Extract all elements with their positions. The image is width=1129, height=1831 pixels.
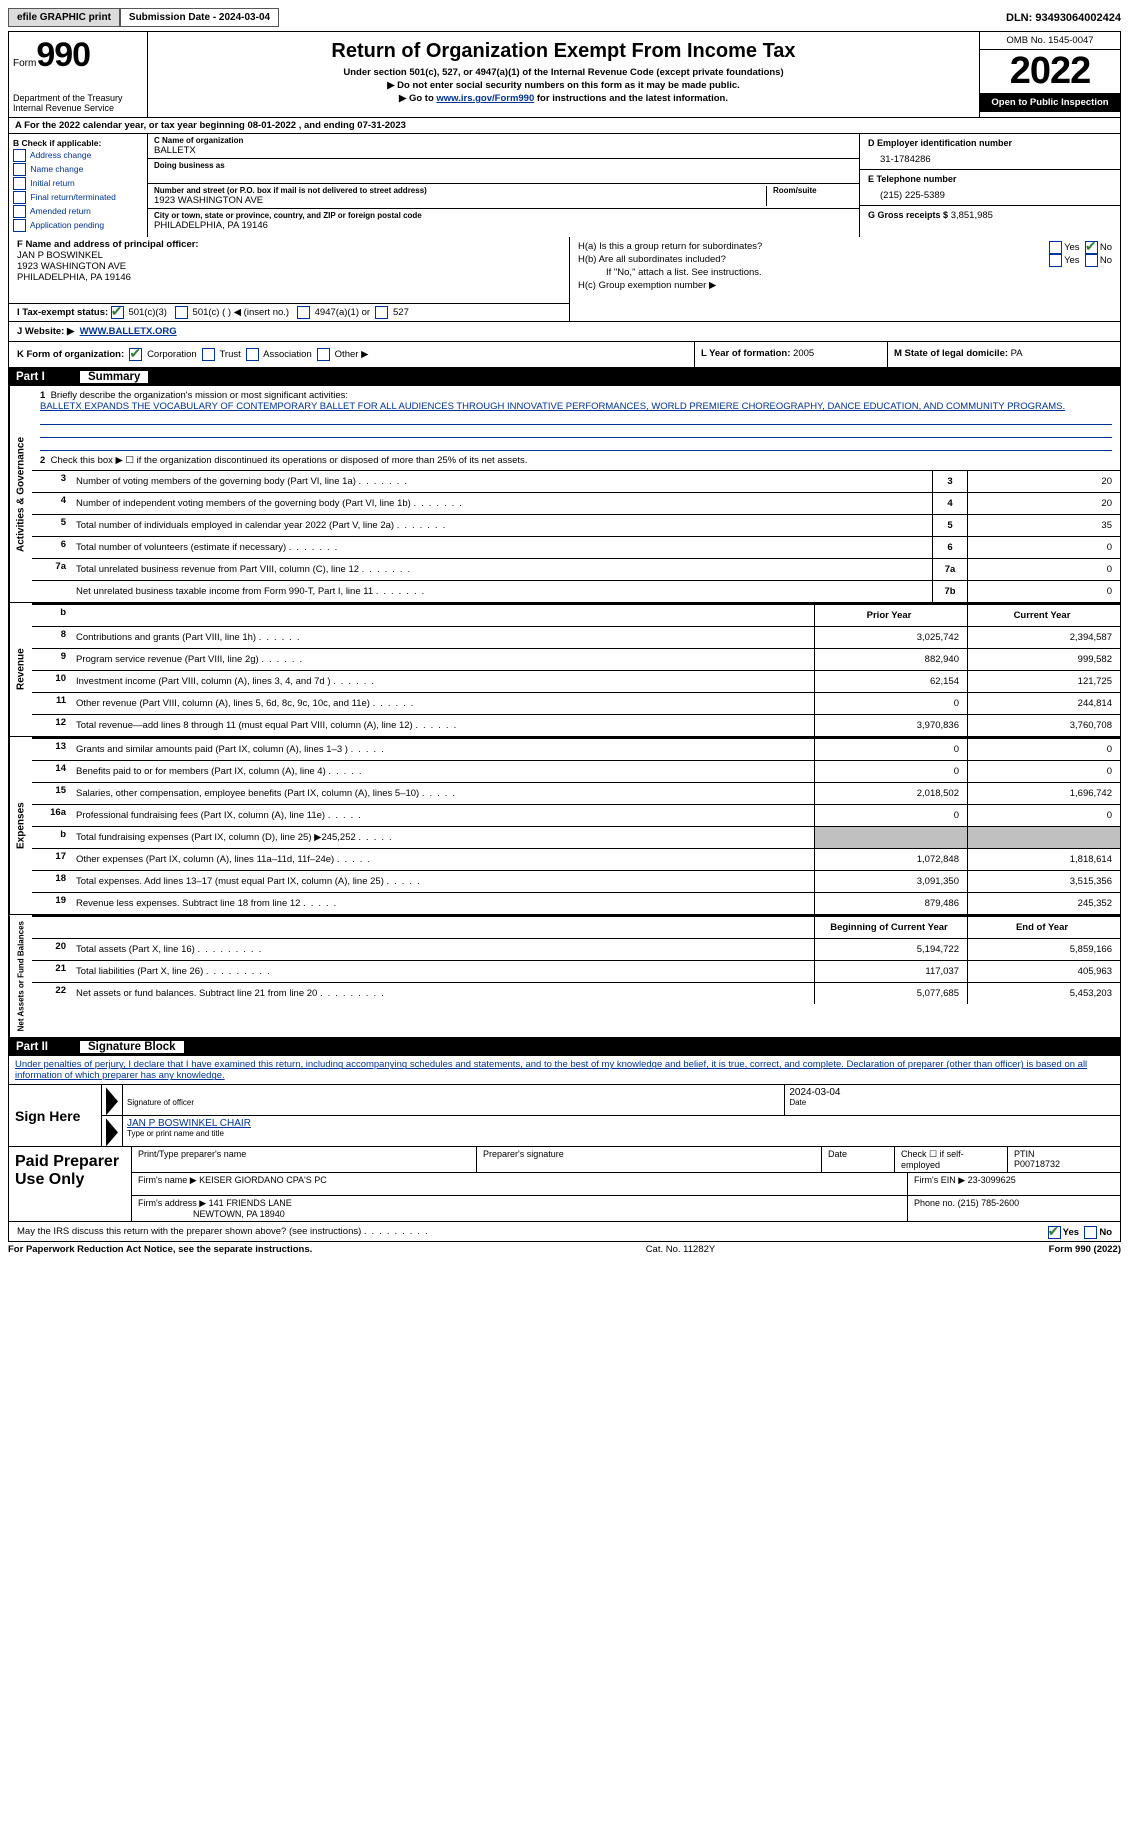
part-1-header: Part I Summary — [8, 368, 1121, 386]
cb-hb-no[interactable] — [1085, 254, 1098, 267]
top-bar: efile GRAPHIC print Submission Date - 20… — [8, 8, 1121, 27]
cb-initial-return[interactable] — [13, 177, 26, 190]
open-to-public: Open to Public Inspection — [980, 93, 1120, 112]
sign-here-block: Sign Here Signature of officer 2024-03-0… — [8, 1085, 1121, 1147]
cb-discuss-no[interactable] — [1084, 1226, 1097, 1239]
cb-corp[interactable] — [129, 348, 142, 361]
firm-name: KEISER GIORDANO CPA'S PC — [199, 1175, 327, 1185]
ein: 31-1784286 — [868, 154, 1112, 165]
cb-amended[interactable] — [13, 205, 26, 218]
part-2-header: Part II Signature Block — [8, 1038, 1121, 1056]
table-net-assets: Beginning of Current YearEnd of Year20To… — [32, 915, 1120, 1004]
subtitle-1: Under section 501(c), 527, or 4947(a)(1)… — [156, 67, 971, 78]
box-b: B Check if applicable: Address change Na… — [9, 134, 147, 237]
form-title: Return of Organization Exempt From Incom… — [156, 40, 971, 63]
gross-receipts: 3,851,985 — [951, 210, 993, 221]
cb-4947[interactable] — [297, 306, 310, 319]
state-domicile: PA — [1011, 348, 1023, 359]
table-activities: 3Number of voting members of the governi… — [32, 470, 1120, 602]
mission-statement: BALLETX EXPANDS THE VOCABULARY OF CONTEM… — [40, 401, 1065, 412]
line-a: A For the 2022 calendar year, or tax yea… — [8, 118, 1121, 134]
officer-name: JAN P BOSWINKEL — [17, 250, 103, 261]
officer-printed: JAN P BOSWINKEL CHAIR — [127, 1118, 1116, 1129]
org-city: PHILADELPHIA, PA 19146 — [154, 220, 853, 231]
dln: DLN: 93493064002424 — [1006, 12, 1121, 24]
org-street: 1923 WASHINGTON AVE — [154, 195, 766, 206]
efile-print-button[interactable]: efile GRAPHIC print — [8, 8, 120, 27]
firm-ein: 23-3099625 — [968, 1175, 1016, 1185]
goto-pre: ▶ Go to — [399, 93, 436, 104]
cb-trust[interactable] — [202, 348, 215, 361]
cb-assoc[interactable] — [246, 348, 259, 361]
cb-other[interactable] — [317, 348, 330, 361]
omb-number: OMB No. 1545-0047 — [980, 32, 1120, 50]
year-formation: 2005 — [793, 348, 814, 359]
cb-hb-yes[interactable] — [1049, 254, 1062, 267]
ptin: P00718732 — [1014, 1159, 1060, 1169]
tax-year: 2022 — [980, 50, 1120, 93]
irs-link[interactable]: www.irs.gov/Form990 — [436, 93, 534, 104]
officer-addr1: 1923 WASHINGTON AVE — [17, 261, 126, 272]
cb-discuss-yes[interactable] — [1048, 1226, 1061, 1239]
cb-address-change[interactable] — [13, 149, 26, 162]
arrow-icon — [106, 1118, 118, 1146]
website-link[interactable]: WWW.BALLETX.ORG — [80, 326, 177, 337]
cb-ha-no[interactable] — [1085, 241, 1098, 254]
cb-527[interactable] — [375, 306, 388, 319]
cb-final-return[interactable] — [13, 191, 26, 204]
goto-post: for instructions and the latest informat… — [534, 93, 728, 104]
cb-ha-yes[interactable] — [1049, 241, 1062, 254]
boxes-deg: D Employer identification number 31-1784… — [859, 134, 1120, 237]
subtitle-2: ▶ Do not enter social security numbers o… — [156, 80, 971, 91]
form-number: 990 — [36, 36, 90, 74]
phone: (215) 225-5389 — [868, 190, 1112, 201]
vtab-activities: Activities & Governance — [9, 386, 32, 602]
box-c: C Name of organization BALLETX Doing bus… — [147, 134, 859, 237]
page-footer: For Paperwork Reduction Act Notice, see … — [8, 1242, 1121, 1257]
sig-date: 2024-03-04 — [789, 1087, 1116, 1098]
irs-discuss: May the IRS discuss this return with the… — [8, 1222, 1121, 1242]
cb-501c[interactable] — [175, 306, 188, 319]
cb-501c3[interactable] — [111, 306, 124, 319]
table-revenue: bPrior YearCurrent Year8Contributions an… — [32, 603, 1120, 736]
officer-addr2: PHILADELPHIA, PA 19146 — [17, 272, 131, 283]
arrow-icon — [106, 1087, 118, 1115]
firm-phone: (215) 785-2600 — [958, 1198, 1020, 1208]
vtab-expenses: Expenses — [9, 737, 32, 914]
dept-treasury: Department of the Treasury Internal Reve… — [13, 93, 143, 113]
vtab-net-assets: Net Assets or Fund Balances — [9, 915, 32, 1037]
form-word: Form — [13, 58, 36, 69]
submission-date: Submission Date - 2024-03-04 — [120, 8, 279, 27]
table-expenses: 13Grants and similar amounts paid (Part … — [32, 737, 1120, 914]
firm-addr: 141 FRIENDS LANE — [209, 1198, 292, 1208]
paid-preparer-block: Paid Preparer Use Only Print/Type prepar… — [8, 1147, 1121, 1222]
org-name: BALLETX — [154, 145, 853, 156]
cb-app-pending[interactable] — [13, 219, 26, 232]
cb-name-change[interactable] — [13, 163, 26, 176]
vtab-revenue: Revenue — [9, 603, 32, 736]
penalty-statement: Under penalties of perjury, I declare th… — [8, 1056, 1121, 1085]
form-header: Form990 Department of the Treasury Inter… — [8, 31, 1121, 118]
